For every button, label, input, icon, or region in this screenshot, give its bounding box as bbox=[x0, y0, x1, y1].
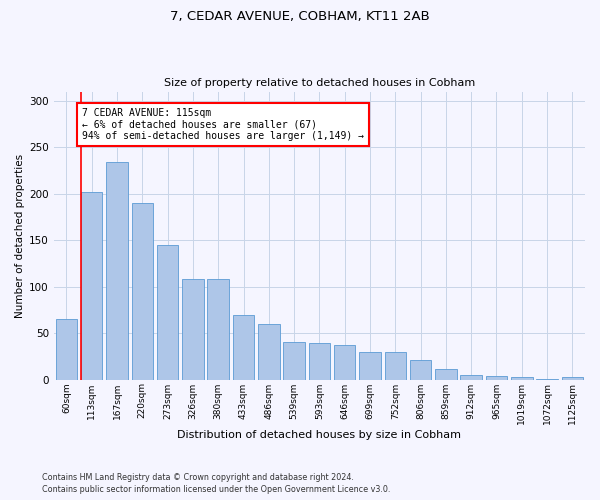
Title: Size of property relative to detached houses in Cobham: Size of property relative to detached ho… bbox=[164, 78, 475, 88]
Bar bbox=[460, 375, 482, 380]
Bar bbox=[359, 352, 381, 380]
Bar bbox=[56, 319, 77, 380]
Bar bbox=[157, 245, 178, 380]
X-axis label: Distribution of detached houses by size in Cobham: Distribution of detached houses by size … bbox=[178, 430, 461, 440]
Bar bbox=[131, 203, 153, 380]
Bar bbox=[511, 377, 533, 380]
Bar bbox=[410, 360, 431, 380]
Bar bbox=[258, 324, 280, 380]
Bar bbox=[562, 377, 583, 380]
Bar bbox=[81, 192, 103, 380]
Bar bbox=[536, 378, 558, 380]
Bar bbox=[435, 370, 457, 380]
Bar bbox=[233, 316, 254, 380]
Text: 7, CEDAR AVENUE, COBHAM, KT11 2AB: 7, CEDAR AVENUE, COBHAM, KT11 2AB bbox=[170, 10, 430, 23]
Bar bbox=[208, 279, 229, 380]
Text: Contains HM Land Registry data © Crown copyright and database right 2024.: Contains HM Land Registry data © Crown c… bbox=[42, 472, 354, 482]
Text: Contains public sector information licensed under the Open Government Licence v3: Contains public sector information licen… bbox=[42, 485, 391, 494]
Bar bbox=[106, 162, 128, 380]
Text: 7 CEDAR AVENUE: 115sqm
← 6% of detached houses are smaller (67)
94% of semi-deta: 7 CEDAR AVENUE: 115sqm ← 6% of detached … bbox=[82, 108, 364, 142]
Y-axis label: Number of detached properties: Number of detached properties bbox=[15, 154, 25, 318]
Bar bbox=[486, 376, 507, 380]
Bar bbox=[283, 342, 305, 380]
Bar bbox=[385, 352, 406, 380]
Bar bbox=[334, 345, 355, 380]
Bar bbox=[182, 279, 203, 380]
Bar bbox=[308, 344, 330, 380]
